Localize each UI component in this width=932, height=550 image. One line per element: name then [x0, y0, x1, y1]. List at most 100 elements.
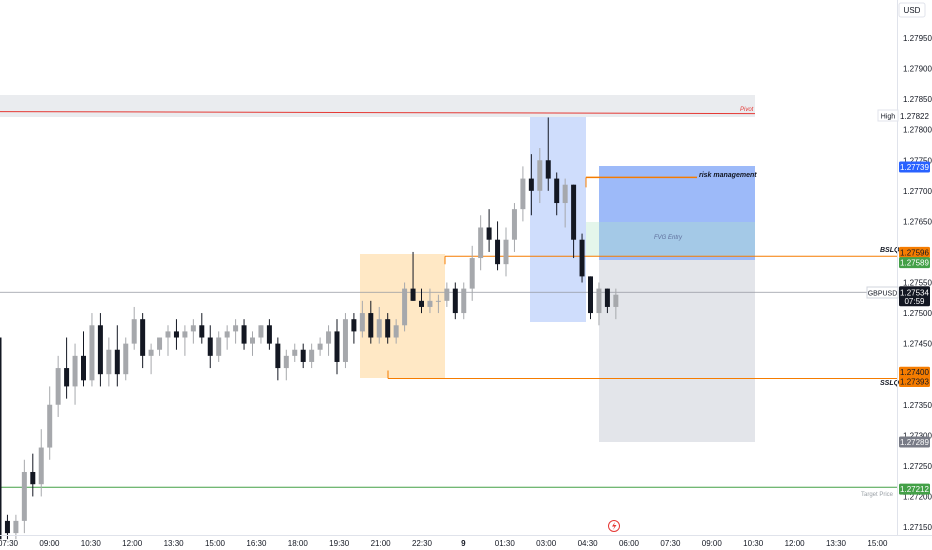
candle-body: [13, 520, 19, 534]
candle: [157, 337, 163, 356]
candle: [613, 288, 619, 320]
candle-body: [258, 325, 264, 338]
candle: [342, 313, 348, 369]
candle-body: [266, 325, 272, 344]
session-blue-zone: [530, 117, 586, 322]
y-tick-label: 1.27150: [903, 523, 932, 532]
loss-gray-box: [599, 260, 755, 442]
candle-body: [241, 325, 247, 344]
y-tick-label: 1.27300: [903, 431, 932, 440]
currency-label: USD: [904, 6, 921, 15]
candle-body: [376, 319, 382, 338]
candle-body: [47, 404, 53, 448]
y-tick-label: 1.27750: [903, 156, 932, 165]
candle-body: [596, 288, 602, 314]
x-tick-label: 12:00: [122, 539, 143, 548]
x-tick-label: 06:00: [619, 539, 640, 548]
candle: [173, 319, 179, 350]
candle: [376, 306, 382, 344]
candle: [190, 319, 196, 344]
lightning-icon[interactable]: [608, 520, 620, 532]
candle: [30, 453, 36, 497]
candle: [165, 325, 171, 356]
candle-body: [72, 355, 78, 387]
candle: [97, 313, 103, 387]
symbol-label: GBPUSD: [868, 291, 898, 298]
candle: [461, 282, 467, 320]
candle: [351, 313, 357, 344]
candle: [182, 325, 188, 356]
candle-body: [469, 258, 475, 289]
candle-body: [309, 349, 315, 362]
y-tick-label: 1.27700: [903, 187, 932, 196]
candle: [368, 300, 374, 344]
candle-body: [368, 313, 374, 338]
candle-body: [486, 227, 492, 240]
symbol-tag: GBPUSD: [866, 286, 899, 299]
candle: [444, 282, 450, 307]
candle-body: [588, 276, 593, 314]
candle-body: [300, 349, 306, 362]
x-tick-label: 13:30: [826, 539, 847, 548]
stop-price-tag-text: 1.27289: [900, 438, 929, 447]
candle: [309, 343, 315, 369]
candle: [427, 288, 433, 314]
candle-body: [528, 178, 534, 191]
candle: [250, 331, 255, 356]
pivot-label: Pivot: [740, 107, 754, 113]
y-tick-label: 1.27850: [903, 95, 932, 104]
candle-body: [478, 227, 484, 259]
y-tick-label: 1.27350: [903, 401, 932, 410]
y-tick-label: 1.27450: [903, 340, 932, 349]
candle: [89, 313, 95, 387]
candle-body: [4, 520, 10, 534]
candle-body: [173, 331, 179, 338]
candle-body: [317, 343, 323, 350]
candle: [81, 331, 86, 387]
candle: [292, 343, 298, 362]
candle: [300, 343, 306, 369]
candle-body: [511, 209, 517, 240]
candle-body: [38, 447, 44, 485]
high-price-tag: 1.27822: [899, 110, 930, 122]
candle-body: [97, 325, 103, 375]
candle: [131, 306, 137, 350]
candle: [537, 148, 543, 204]
y-tick-label: 1.27800: [903, 126, 932, 135]
x-tick-label: 01:30: [495, 539, 516, 548]
fvg-entry-label: FVG Entry: [654, 235, 683, 241]
target-price-tag: 1.27212: [899, 483, 930, 495]
candle-body: [613, 294, 619, 307]
candle: [528, 154, 534, 216]
candle: [199, 313, 205, 344]
fvg-entry-band: [586, 222, 755, 256]
fvg-price-tag: 1.27589: [899, 257, 930, 269]
candle-body: [427, 300, 433, 307]
high-price-tag-text: 1.27822: [900, 112, 929, 121]
target-price-tag-text: 1.27212: [900, 485, 929, 494]
currency-badge[interactable]: USD: [898, 2, 926, 18]
x-tick-label: 03:00: [536, 539, 557, 548]
candle: [503, 227, 509, 277]
sslq-price-tag-b-text: 1.27393: [900, 377, 929, 386]
candle-body: [216, 337, 222, 356]
x-tick-label: 22:30: [412, 539, 433, 548]
candle: [55, 355, 61, 417]
candle-body: [283, 355, 289, 369]
candle-body: [351, 319, 357, 332]
candle-body: [182, 331, 188, 338]
candle: [224, 325, 230, 350]
candle: [233, 319, 239, 344]
x-tick-label: 19:30: [329, 539, 350, 548]
candle-body: [89, 325, 95, 381]
candle: [588, 276, 593, 320]
candle: [334, 319, 340, 375]
candle: [72, 343, 78, 405]
candle-body: [55, 368, 61, 405]
sslq-price-tag-b: 1.27393: [899, 375, 930, 387]
y-tick-label: 1.27650: [903, 217, 932, 226]
candle-body: [30, 471, 36, 485]
candle: [106, 337, 112, 387]
candle-body: [579, 239, 585, 277]
